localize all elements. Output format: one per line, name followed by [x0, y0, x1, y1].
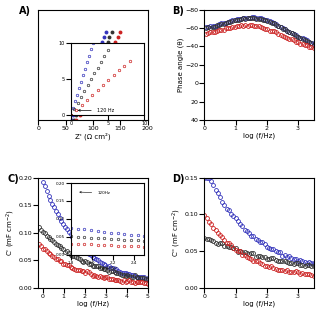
Text: A): A) [19, 6, 31, 16]
Text: C): C) [8, 174, 20, 184]
Point [91, 60, 96, 66]
Point [107, 50, 112, 55]
Point [80, 107, 85, 112]
Point [113, 40, 118, 45]
Point [94, 66, 99, 71]
Point [85, 86, 90, 92]
X-axis label: Z' (Ω cm²): Z' (Ω cm²) [75, 133, 111, 140]
Point [76, 107, 81, 112]
Point [97, 71, 102, 76]
Point [85, 76, 91, 81]
Point [74, 117, 79, 123]
Point [97, 45, 102, 50]
Point [77, 112, 82, 117]
Point [118, 29, 123, 34]
Point [87, 71, 92, 76]
Point [73, 107, 78, 112]
X-axis label: log (f/Hz): log (f/Hz) [243, 133, 275, 139]
X-axis label: log (f/Hz): log (f/Hz) [243, 300, 275, 307]
Point [93, 55, 99, 60]
Point [79, 92, 84, 97]
Point [110, 45, 116, 50]
Point [71, 117, 76, 123]
Point [90, 86, 95, 92]
Text: B): B) [172, 6, 183, 16]
Point [87, 92, 92, 97]
Point [81, 86, 86, 92]
Point [94, 76, 99, 81]
Point [69, 117, 74, 123]
Point [92, 81, 97, 86]
Y-axis label: C'' (mF cm$^{-2}$): C'' (mF cm$^{-2}$) [171, 208, 183, 257]
Point [102, 34, 107, 39]
Point [95, 50, 100, 55]
Point [101, 50, 106, 55]
Point [82, 102, 87, 107]
Text: D): D) [172, 174, 184, 184]
Point [70, 112, 76, 117]
Point [87, 81, 92, 86]
Point [91, 71, 96, 76]
Point [100, 66, 105, 71]
Point [107, 34, 112, 39]
Point [89, 66, 94, 71]
Point [75, 102, 80, 107]
Point [102, 45, 107, 50]
Y-axis label: C' (mF cm$^{-2}$): C' (mF cm$^{-2}$) [5, 209, 17, 256]
Point [109, 29, 114, 34]
Point [99, 40, 104, 45]
Point [98, 55, 103, 60]
Point [83, 92, 88, 97]
Point [76, 97, 82, 102]
Point [83, 81, 88, 86]
Point [104, 29, 109, 34]
Point [105, 40, 110, 45]
Point [115, 34, 120, 39]
Point [80, 97, 85, 102]
Point [103, 60, 108, 66]
Point [96, 60, 101, 66]
Point [105, 55, 110, 60]
Point [78, 102, 83, 107]
Point [89, 76, 94, 81]
Point [84, 97, 90, 102]
X-axis label: log (f/Hz): log (f/Hz) [77, 300, 109, 307]
Y-axis label: Phase angle (θ): Phase angle (θ) [177, 38, 184, 92]
Point [73, 112, 78, 117]
